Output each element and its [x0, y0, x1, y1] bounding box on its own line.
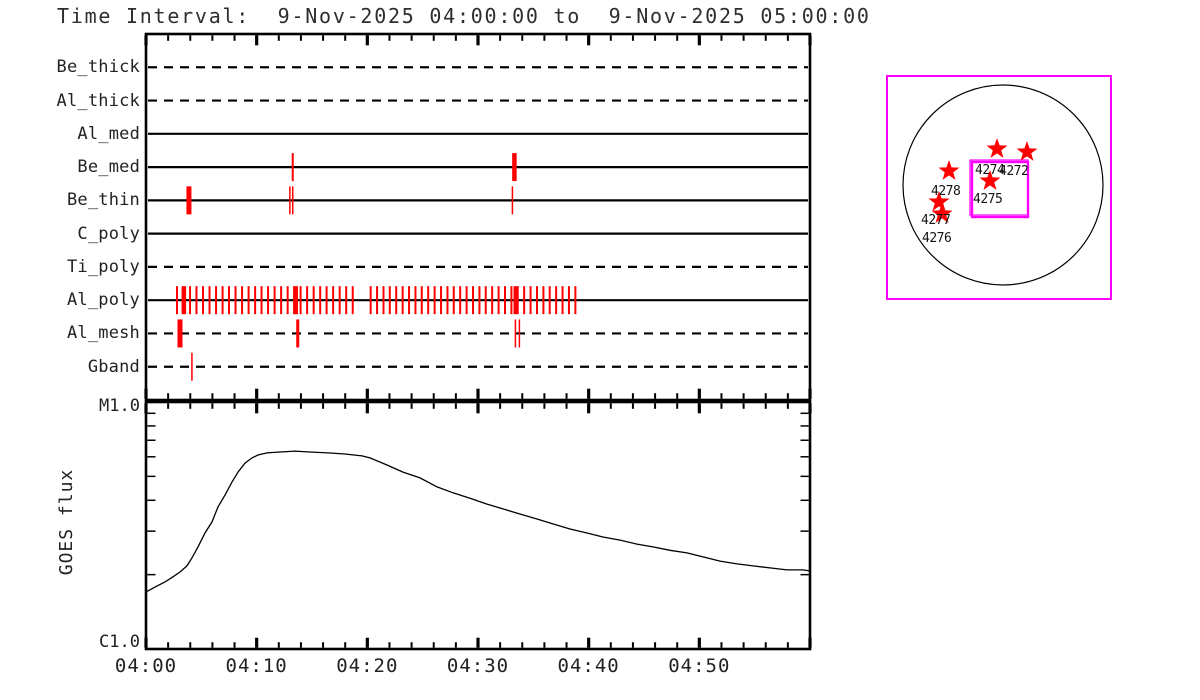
row-label-C_poly: C_poly	[77, 223, 140, 244]
row-label-Be_med: Be_med	[77, 157, 140, 178]
active-region-star-4274	[986, 138, 1008, 158]
active-region-label-4278: 4278	[931, 184, 961, 199]
row-label-Be_thin: Be_thin	[66, 190, 140, 211]
goes-flux-axis-label: GOES flux	[56, 468, 78, 576]
active-region-star-4277	[928, 191, 950, 211]
active-region-label-4277: 4277	[921, 213, 951, 228]
filter-panel-frame	[144, 32, 812, 402]
row-label-Al_mesh: Al_mesh	[66, 323, 140, 344]
fov-box	[970, 160, 1030, 219]
active-region-label-4276: 4276	[922, 231, 952, 246]
row-label-Al_thick: Al_thick	[56, 90, 140, 111]
goes-ymax-label: M1.0	[99, 396, 140, 416]
row-label-Be_thick: Be_thick	[56, 57, 140, 78]
row-label-Ti_poly: Ti_poly	[66, 256, 140, 277]
goes-panel-frame	[144, 400, 812, 651]
x-axis-label-04:20: 04:20	[336, 655, 399, 677]
x-axis-label-04:40: 04:40	[557, 655, 620, 677]
active-region-label-4274: 4274	[975, 163, 1005, 178]
row-label-Al_poly: Al_poly	[66, 290, 140, 311]
active-region-star-4275	[979, 170, 1001, 190]
x-axis-label-04:00: 04:00	[114, 655, 178, 677]
active-region-label-4272: 4272	[999, 164, 1029, 179]
active-region-label-4275: 4275	[973, 192, 1003, 207]
page-title: Time Interval: 9-Nov-2025 04:00:00 to 9-…	[57, 4, 871, 28]
x-axis-label-04:50: 04:50	[668, 655, 731, 677]
row-label-Gband: Gband	[87, 356, 140, 377]
row-label-Al_med: Al_med	[77, 123, 140, 144]
active-region-star-4278	[938, 160, 960, 180]
active-region-star-4276	[931, 203, 953, 223]
x-axis-label-04:30: 04:30	[446, 655, 510, 677]
solar-map-border	[886, 75, 1112, 300]
active-region-star-4272	[1016, 141, 1038, 161]
x-axis-label-04:10: 04:10	[225, 655, 288, 677]
goes-flux-curve	[145, 450, 811, 593]
solar-limb-circle	[902, 84, 1104, 286]
goes-ymin-label: C1.0	[99, 632, 140, 652]
